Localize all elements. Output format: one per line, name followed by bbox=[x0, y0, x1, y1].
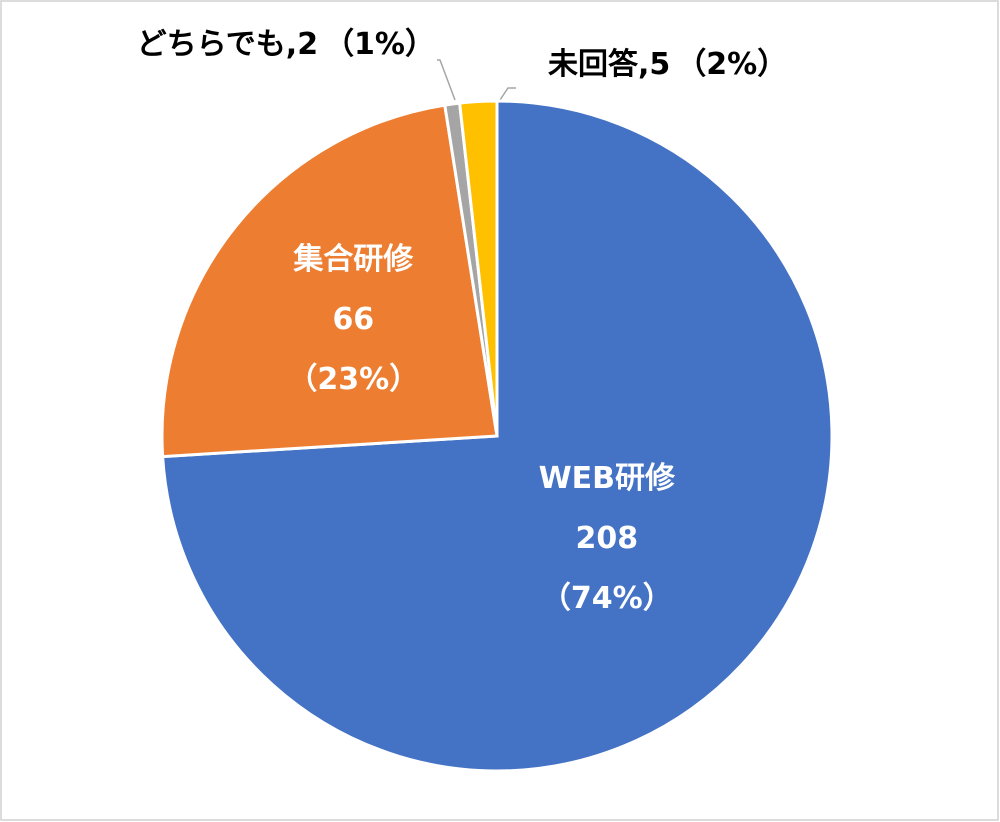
slice-label: 未回答 bbox=[548, 47, 639, 82]
percent-label: （23%） bbox=[287, 362, 419, 397]
separator: , bbox=[286, 27, 297, 62]
percent-label: （74%） bbox=[541, 581, 673, 616]
value-label: 2 bbox=[297, 27, 318, 62]
percent-label: （1%） bbox=[324, 27, 435, 62]
slice-label: 集合研修 bbox=[292, 242, 414, 277]
separator: , bbox=[638, 47, 649, 82]
value-label: 208 bbox=[576, 521, 639, 556]
outside-label: どちらでも,2 （1%） bbox=[137, 27, 435, 62]
leader-line bbox=[499, 87, 516, 101]
pie-slice bbox=[457, 99, 499, 437]
pie-slice bbox=[160, 103, 499, 459]
outside-label: 未回答,5 （2%） bbox=[548, 47, 787, 82]
leader-line bbox=[437, 59, 456, 101]
value-label: 66 bbox=[332, 302, 374, 337]
slice-label: WEB研修 bbox=[539, 461, 676, 496]
value-label: 5 bbox=[649, 47, 670, 82]
slice-label: どちらでも bbox=[137, 27, 286, 62]
percent-label: （2%） bbox=[676, 47, 787, 82]
